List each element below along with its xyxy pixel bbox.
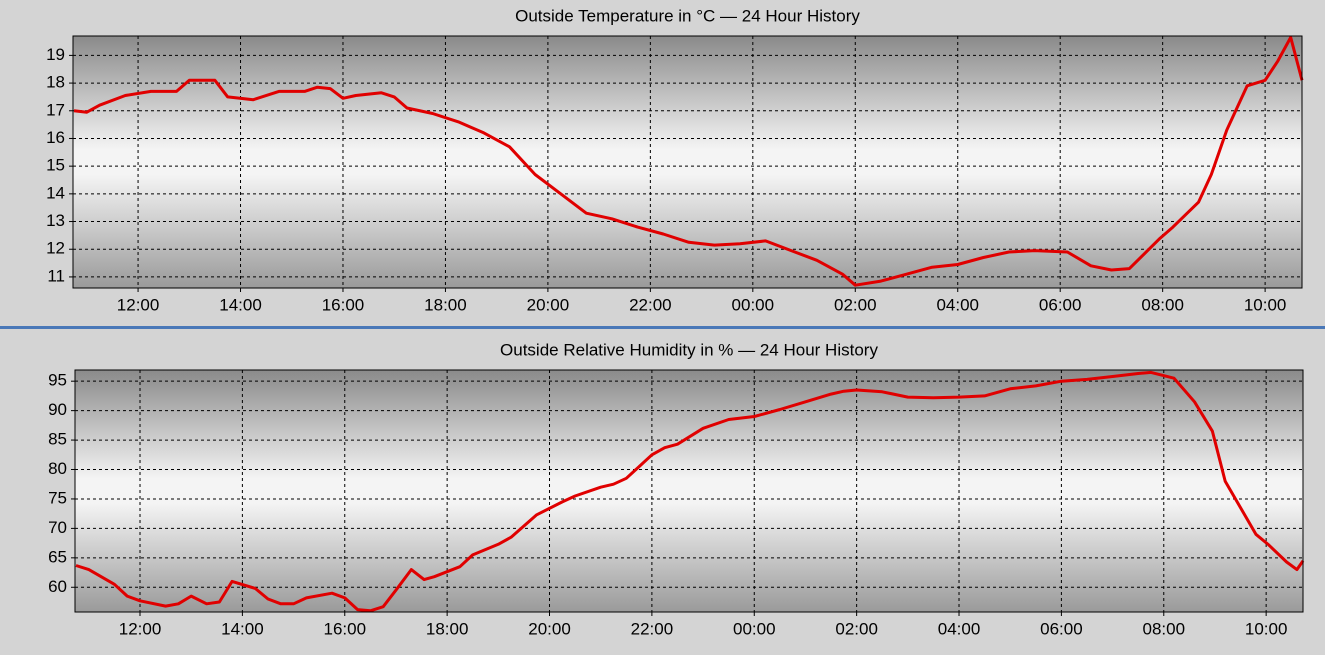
y-tick-label: 75 <box>48 488 67 507</box>
x-tick-label: 00:00 <box>732 295 775 314</box>
x-tick-label: 18:00 <box>426 619 469 638</box>
x-tick-label: 04:00 <box>936 295 979 314</box>
y-tick-label: 17 <box>46 100 65 119</box>
chart-title: Outside Relative Humidity in % — 24 Hour… <box>500 340 878 359</box>
y-tick-label: 60 <box>48 577 67 596</box>
y-tick-label: 90 <box>48 400 67 419</box>
x-tick-label: 20:00 <box>528 619 571 638</box>
x-tick-label: 06:00 <box>1040 619 1083 638</box>
y-tick-label: 85 <box>48 430 67 449</box>
x-tick-label: 02:00 <box>834 295 877 314</box>
plot-area <box>75 370 1303 612</box>
y-tick-label: 14 <box>46 183 65 202</box>
y-tick-label: 12 <box>46 239 65 258</box>
y-tick-label: 16 <box>46 128 65 147</box>
x-tick-label: 08:00 <box>1142 619 1185 638</box>
x-tick-label: 04:00 <box>938 619 981 638</box>
x-tick-label: 12:00 <box>119 619 162 638</box>
x-tick-label: 20:00 <box>527 295 570 314</box>
y-tick-label: 13 <box>46 211 65 230</box>
x-tick-label: 08:00 <box>1141 295 1184 314</box>
x-tick-label: 12:00 <box>117 295 160 314</box>
x-tick-label: 22:00 <box>631 619 674 638</box>
x-tick-label: 22:00 <box>629 295 672 314</box>
x-tick-label: 10:00 <box>1244 295 1287 314</box>
data-line <box>73 35 1304 287</box>
y-tick-label: 18 <box>46 73 65 92</box>
y-tick-label: 15 <box>46 156 65 175</box>
y-tick-label: 95 <box>48 371 67 390</box>
plot-area <box>73 36 1302 288</box>
x-tick-label: 00:00 <box>733 619 776 638</box>
x-tick-label: 02:00 <box>835 619 878 638</box>
x-tick-label: 18:00 <box>424 295 467 314</box>
x-tick-label: 16:00 <box>323 619 366 638</box>
y-tick-label: 65 <box>48 547 67 566</box>
data-line <box>75 370 1305 613</box>
y-tick-label: 11 <box>47 266 65 285</box>
x-tick-label: 10:00 <box>1245 619 1288 638</box>
x-tick-label: 06:00 <box>1039 295 1082 314</box>
separator <box>0 326 1325 329</box>
chart-title: Outside Temperature in °C — 24 Hour Hist… <box>515 6 860 25</box>
plot-border <box>72 35 1303 289</box>
x-tick-label: 16:00 <box>322 295 365 314</box>
y-tick-label: 19 <box>46 45 65 64</box>
x-tick-label: 14:00 <box>219 295 262 314</box>
plot-border <box>74 369 1304 613</box>
x-tick-label: 14:00 <box>221 619 264 638</box>
y-tick-label: 80 <box>48 459 67 478</box>
y-tick-label: 70 <box>48 518 67 537</box>
